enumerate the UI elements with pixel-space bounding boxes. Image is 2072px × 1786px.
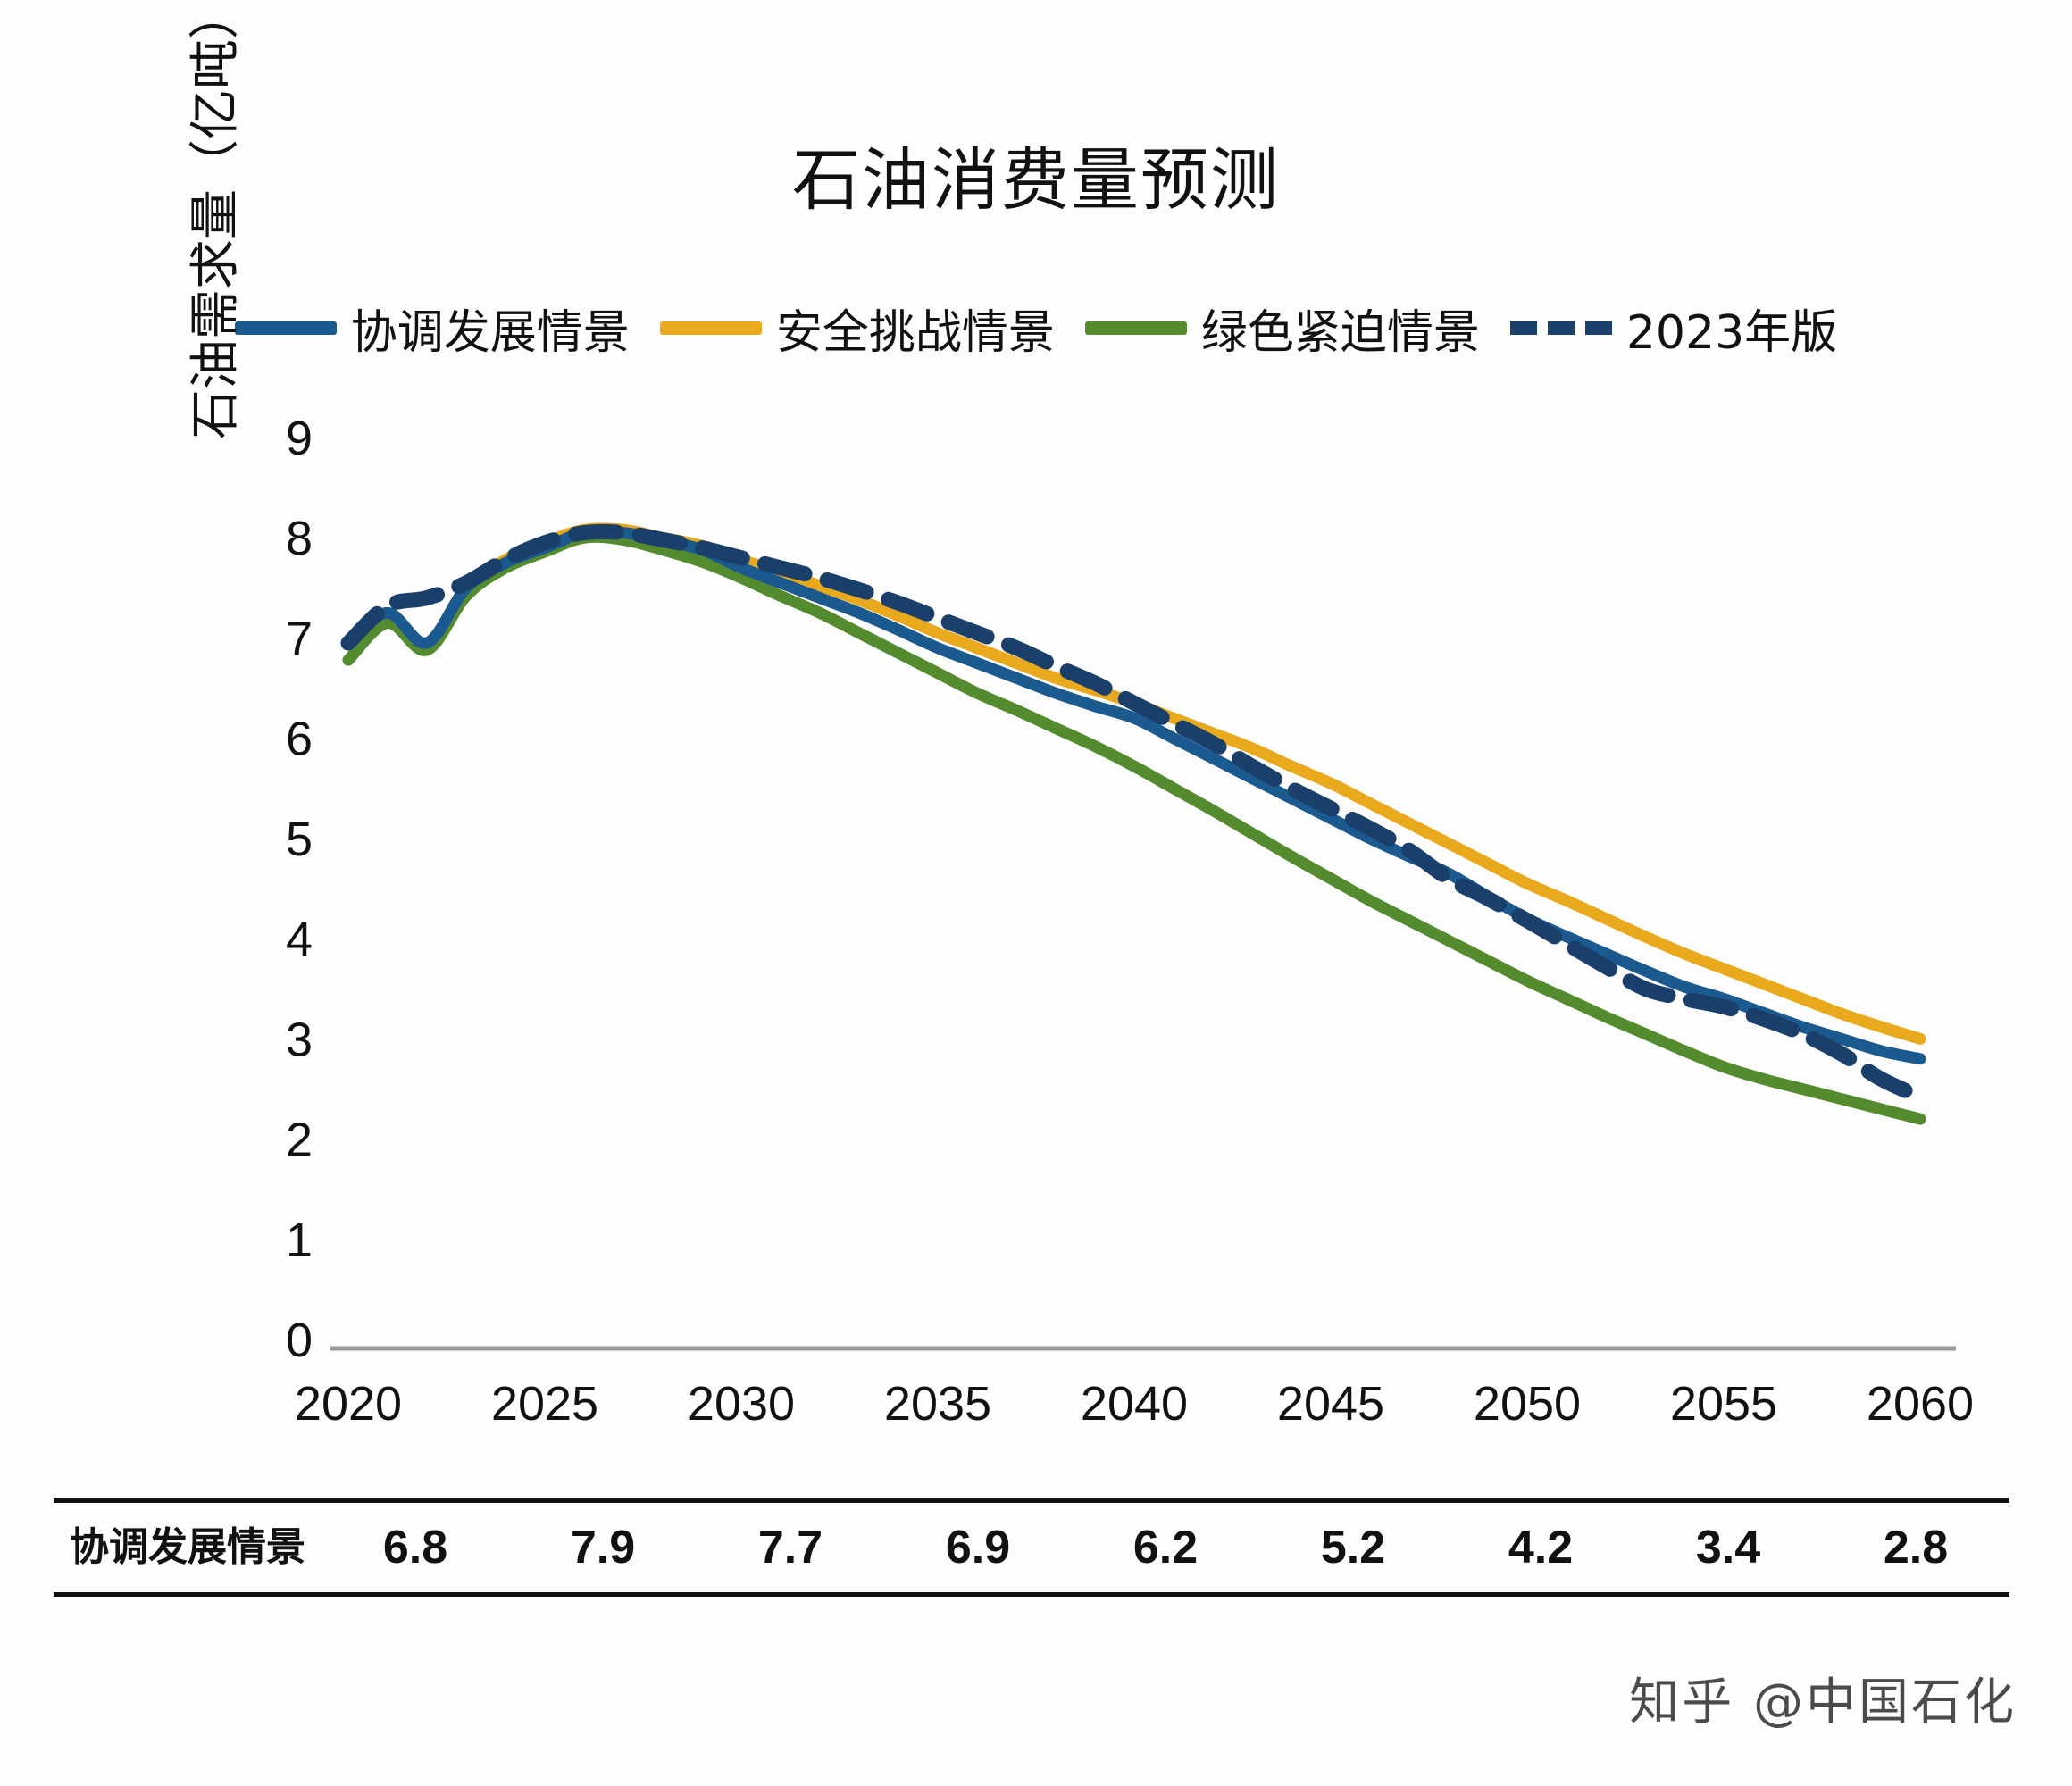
y-tick-label-9: 9: [286, 412, 313, 465]
table-row-label: 协调发展情景: [70, 1523, 305, 1570]
table-cell-value: 6.8: [382, 1522, 448, 1573]
table-cell-value: 6.2: [1132, 1522, 1199, 1573]
table-row: 协调发展情景 6.8 7.9 7.7 6.9 6.2 5.2 4.2 3.4 2.8: [54, 1500, 2009, 1595]
y-tick-label-3: 3: [286, 1013, 313, 1066]
y-tick-label-4: 4: [286, 913, 313, 966]
data-table: 协调发展情景 6.8 7.9 7.7 6.9 6.2 5.2 4.2 3.4 2.8: [54, 1498, 2009, 1597]
legend-label-coordinated: 协调发展情景: [350, 306, 630, 360]
x-tick-label-2035: 2035: [884, 1377, 991, 1431]
x-tick-label-2050: 2050: [1474, 1377, 1581, 1431]
y-tick-label-1: 1: [286, 1214, 313, 1267]
series-line-安全挑战情景: [342, 522, 1926, 1045]
legend-label-green: 绿色紧迫情景: [1200, 306, 1480, 360]
chart-legend: 协调发展情景 安全挑战情景 绿色紧迫情景 2023年版: [0, 295, 2072, 362]
y-tick-label-2: 2: [286, 1114, 313, 1167]
legend-item-version2023[interactable]: 2023年版: [1509, 295, 1838, 362]
x-tick-label-2060: 2060: [1867, 1377, 1974, 1431]
series-line-协调发展情景: [342, 525, 1926, 1065]
table-body: 协调发展情景 6.8 7.9 7.7 6.9 6.2 5.2 4.2 3.4 2.8: [54, 1500, 2009, 1595]
legend-label-security: 安全挑战情景: [775, 306, 1055, 360]
watermark: 知乎 @中国石化: [1629, 1673, 2017, 1732]
line-chart-svg: 9 8 7 6 5 4 3 2 1 0 2020 2025 2030 2035 2040 2045 2050 20…: [286, 412, 1974, 1431]
series-line-绿色紧迫情景: [342, 530, 1926, 1125]
x-tick-label-2040: 2040: [1081, 1377, 1188, 1431]
x-tick-label-2025: 2025: [491, 1377, 598, 1431]
y-tick-label-5: 5: [286, 813, 313, 866]
plot-area: 9 8 7 6 5 4 3 2 1 0 2020 2025 2030 2035 2040 2045 2050 20…: [0, 384, 2072, 1438]
legend-swatch-version2023: [1509, 321, 1612, 335]
legend-swatch-security: [659, 321, 762, 335]
x-tick-label-2055: 2055: [1670, 1377, 1777, 1431]
table-cell-value: 6.9: [945, 1522, 1011, 1573]
y-tick-label-8: 8: [286, 512, 313, 565]
x-tick-label-2030: 2030: [688, 1377, 795, 1431]
series-line-2023年版: [340, 523, 1928, 1105]
legend-item-security[interactable]: 安全挑战情景: [659, 295, 1055, 362]
legend-label-version2023: 2023年版: [1625, 306, 1838, 360]
table-cell-value: 4.2: [1508, 1522, 1574, 1573]
x-tick-label-2045: 2045: [1277, 1377, 1384, 1431]
table-cell-value: 3.4: [1695, 1522, 1761, 1573]
table-cell-value: 2.8: [1883, 1522, 1949, 1573]
table-cell-value: 7.7: [757, 1522, 823, 1573]
legend-swatch-coordinated: [234, 321, 337, 335]
y-tick-label-0: 0: [286, 1314, 313, 1367]
legend-swatch-green: [1084, 321, 1187, 335]
table-cell-value: 5.2: [1320, 1522, 1386, 1573]
y-tick-label-7: 7: [286, 612, 313, 665]
page-title: 石油消费量预测: [792, 140, 1280, 220]
x-tick-label-2020: 2020: [295, 1377, 402, 1431]
y-tick-label-6: 6: [286, 713, 313, 766]
table-cell-value: 7.9: [570, 1522, 636, 1573]
legend-item-green[interactable]: 绿色紧迫情景: [1084, 295, 1480, 362]
legend-item-coordinated[interactable]: 协调发展情景: [234, 295, 630, 362]
